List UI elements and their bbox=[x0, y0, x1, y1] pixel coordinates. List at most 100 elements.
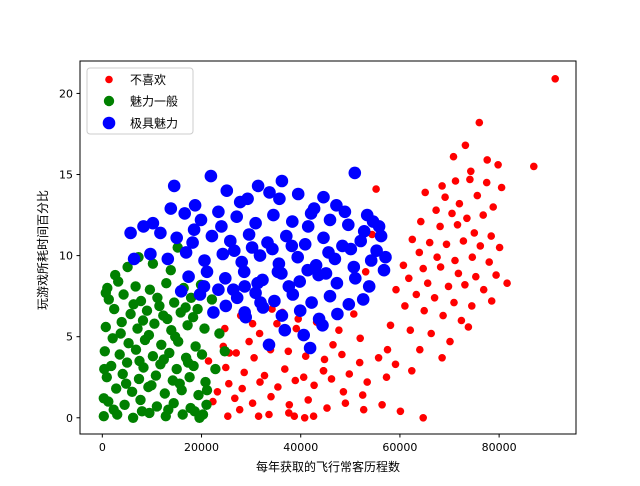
data-point bbox=[214, 328, 225, 339]
data-point bbox=[468, 253, 477, 261]
data-point bbox=[125, 308, 136, 320]
data-point bbox=[154, 300, 165, 312]
data-point bbox=[161, 278, 172, 289]
data-point bbox=[177, 409, 188, 420]
data-point bbox=[286, 215, 299, 228]
data-point bbox=[188, 199, 202, 212]
data-point bbox=[273, 319, 281, 328]
data-point bbox=[476, 242, 485, 250]
data-point bbox=[436, 222, 444, 231]
data-point bbox=[114, 349, 125, 360]
data-point bbox=[159, 388, 170, 399]
data-point bbox=[206, 294, 218, 305]
data-point bbox=[130, 344, 142, 355]
data-point bbox=[143, 329, 155, 341]
x-tick-label: 80000 bbox=[482, 441, 517, 454]
legend-label-average: 魅力一般 bbox=[130, 94, 178, 109]
data-point bbox=[472, 272, 480, 281]
data-point bbox=[178, 207, 191, 220]
y-tick-label: 20 bbox=[59, 87, 73, 100]
data-point bbox=[451, 177, 460, 185]
data-point bbox=[382, 373, 391, 382]
data-point bbox=[216, 247, 230, 261]
data-point bbox=[386, 321, 395, 330]
data-point bbox=[251, 179, 265, 193]
data-point bbox=[99, 346, 111, 357]
data-point bbox=[263, 186, 276, 199]
data-point bbox=[408, 367, 416, 375]
data-point bbox=[473, 191, 482, 200]
data-point bbox=[163, 404, 174, 415]
data-point bbox=[374, 229, 388, 243]
data-point bbox=[344, 242, 358, 256]
data-point bbox=[193, 389, 204, 401]
data-point bbox=[309, 412, 318, 421]
data-point bbox=[107, 333, 118, 344]
data-point bbox=[238, 280, 251, 293]
data-point bbox=[416, 345, 424, 354]
data-point bbox=[144, 284, 156, 295]
data-point bbox=[115, 328, 126, 339]
data-point bbox=[304, 396, 313, 404]
legend-marker-average bbox=[103, 95, 115, 107]
data-point bbox=[151, 401, 163, 412]
data-point bbox=[342, 298, 356, 311]
data-point bbox=[137, 315, 149, 326]
legend-marker-dislike bbox=[105, 75, 113, 84]
data-point bbox=[164, 202, 178, 215]
data-point bbox=[232, 349, 240, 357]
data-point bbox=[374, 354, 383, 362]
data-point bbox=[329, 341, 337, 349]
data-point bbox=[427, 329, 436, 338]
data-point bbox=[165, 265, 176, 276]
data-point bbox=[436, 263, 445, 271]
data-point bbox=[421, 188, 430, 197]
data-point bbox=[185, 292, 197, 303]
legend-frame bbox=[86, 67, 194, 135]
data-point bbox=[479, 211, 488, 219]
data-point bbox=[444, 282, 453, 291]
data-point bbox=[186, 236, 199, 249]
data-point bbox=[293, 275, 307, 288]
data-point bbox=[377, 263, 391, 277]
data-point bbox=[438, 354, 446, 362]
x-tick-label: 40000 bbox=[283, 441, 318, 454]
data-point bbox=[379, 250, 392, 264]
data-point bbox=[305, 296, 318, 309]
data-point bbox=[198, 254, 211, 267]
data-point bbox=[171, 363, 182, 375]
data-point bbox=[415, 248, 424, 257]
data-point bbox=[255, 329, 264, 338]
data-point bbox=[330, 276, 344, 290]
data-point bbox=[399, 261, 408, 270]
data-point bbox=[448, 209, 456, 218]
data-point bbox=[152, 292, 163, 303]
data-point bbox=[116, 316, 127, 328]
x-tick-label: 20000 bbox=[184, 441, 219, 454]
data-point bbox=[265, 410, 273, 419]
data-point bbox=[331, 307, 344, 321]
data-point bbox=[156, 339, 167, 350]
data-point bbox=[355, 358, 364, 367]
data-point bbox=[370, 244, 383, 257]
data-point bbox=[249, 216, 262, 230]
data-point bbox=[449, 152, 458, 161]
data-point bbox=[210, 363, 221, 375]
data-point bbox=[161, 252, 175, 266]
data-point bbox=[347, 260, 361, 274]
data-point bbox=[285, 239, 299, 253]
data-point bbox=[310, 381, 318, 390]
data-point bbox=[301, 220, 315, 233]
data-point bbox=[124, 226, 137, 240]
data-point bbox=[109, 303, 120, 315]
data-point bbox=[224, 234, 237, 248]
data-point bbox=[378, 401, 386, 409]
data-point bbox=[150, 370, 162, 381]
data-point bbox=[487, 232, 496, 240]
data-point bbox=[213, 388, 222, 396]
x-axis-label: 每年获取的飞行常客历程数 bbox=[256, 459, 400, 474]
data-point bbox=[192, 303, 203, 315]
data-point bbox=[291, 250, 305, 264]
data-point bbox=[144, 247, 157, 261]
data-point bbox=[281, 365, 289, 373]
